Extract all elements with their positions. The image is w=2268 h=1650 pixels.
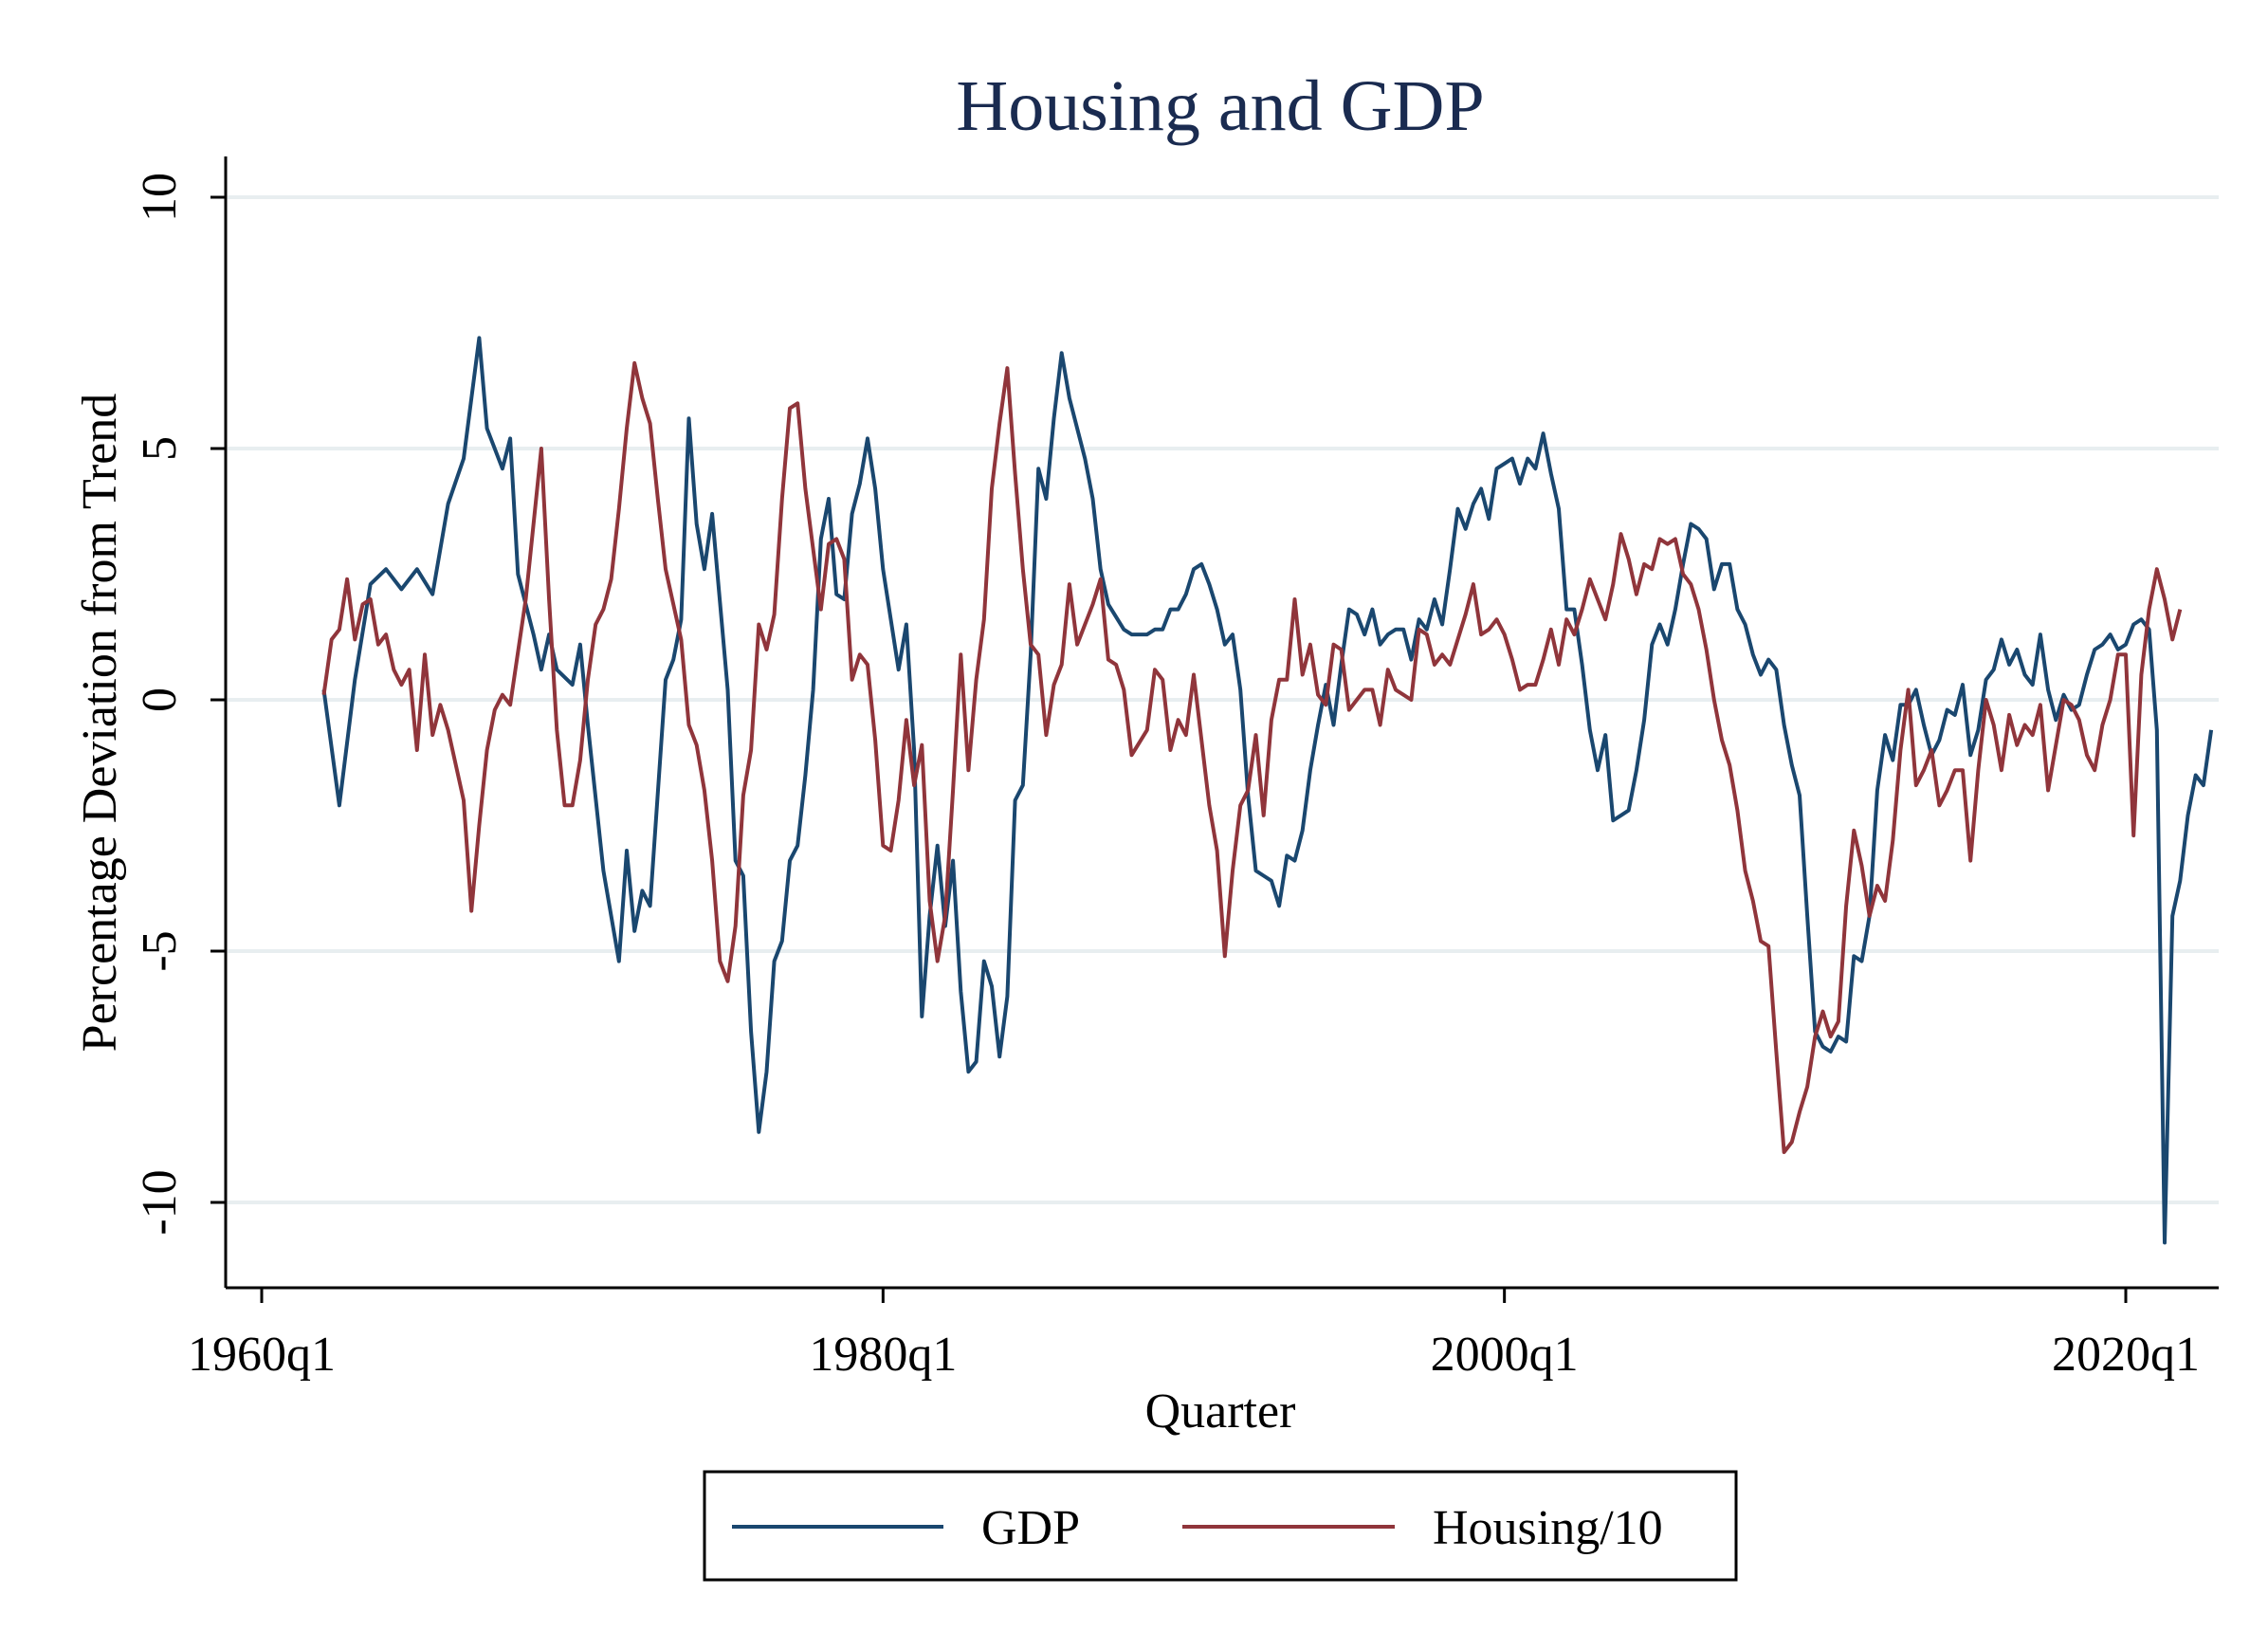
legend-label-housing: Housing/10: [1433, 1501, 1663, 1555]
axes: [224, 156, 2219, 1290]
y-tick-label: 10: [133, 173, 187, 222]
y-tick-label: -10: [133, 1169, 187, 1235]
gridlines: [228, 195, 2219, 1204]
x-tick-label: 2020q1: [2052, 1328, 2200, 1382]
x-tick-label: 1980q1: [809, 1328, 957, 1382]
ticks: -10 -5 0 5 10 1960q1 1980q1 2000q1 2020q1: [133, 173, 2200, 1382]
series-lines: [321, 336, 2214, 1245]
series-line-gdp: [321, 336, 2214, 1245]
series-line-housing: [321, 360, 2183, 1154]
x-tick-label: 2000q1: [1431, 1328, 1579, 1382]
legend-label-gdp: GDP: [981, 1501, 1080, 1555]
x-axis-label: Quarter: [1145, 1384, 1296, 1439]
y-axis-label: Percentage Deviation from Trend: [73, 394, 127, 1053]
x-tick-label: 1960q1: [188, 1328, 336, 1382]
chart-title: Housing and GDP: [956, 66, 1484, 146]
y-tick-label: 5: [133, 436, 187, 461]
legend: GDP Housing/10: [703, 1470, 1738, 1582]
y-tick-label: -5: [133, 930, 187, 971]
y-tick-label: 0: [133, 688, 187, 712]
